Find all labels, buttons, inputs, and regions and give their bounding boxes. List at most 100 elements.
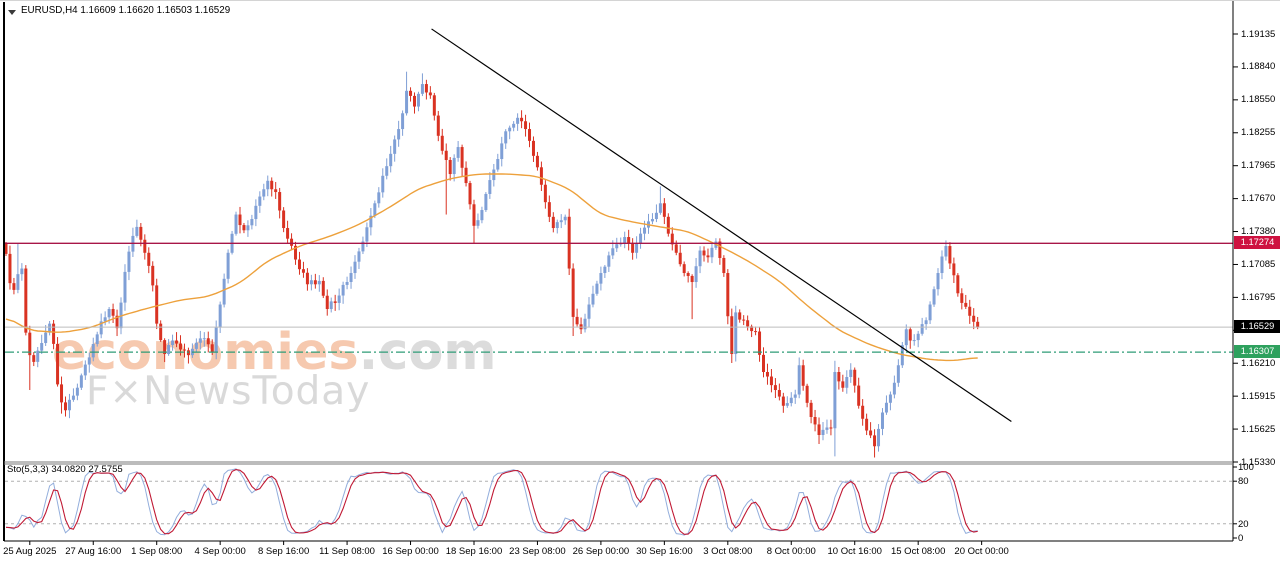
- candle-body: [60, 384, 64, 403]
- candle-body: [401, 113, 405, 130]
- candle-body: [313, 280, 317, 285]
- sto-scale-label: 0: [1238, 533, 1244, 544]
- candle-body: [972, 315, 976, 322]
- candle-body: [551, 216, 555, 229]
- candle-body: [908, 329, 912, 341]
- candle-body: [698, 250, 702, 267]
- candle-body: [920, 324, 924, 334]
- candle-body: [456, 147, 460, 158]
- candle-body: [111, 309, 115, 316]
- candle-body: [270, 180, 274, 190]
- chart-title: EURUSD,H4 1.16609 1.16620 1.16503 1.1652…: [21, 5, 231, 16]
- time-tick-label: 8 Oct 00:00: [766, 546, 816, 557]
- price-tick-label: 1.18550: [1241, 94, 1276, 106]
- candle-body: [452, 157, 456, 175]
- candle-body: [643, 227, 647, 234]
- candle-body: [52, 323, 56, 344]
- candle-body: [91, 344, 95, 358]
- candle-body: [603, 266, 607, 274]
- candle-body: [305, 272, 309, 285]
- candle-body: [472, 204, 476, 226]
- candle-body: [440, 135, 444, 151]
- axes: [3, 1, 1238, 545]
- sto-k-line: [5, 468, 978, 536]
- candle-body: [555, 222, 559, 229]
- candle-body: [75, 387, 79, 396]
- candle-body: [849, 369, 853, 378]
- candle-body: [385, 166, 389, 176]
- candle-body: [5, 243, 8, 254]
- sto-d-line: [5, 469, 978, 535]
- descending-trendline[interactable]: [431, 28, 1012, 423]
- candle-body: [163, 340, 167, 355]
- candle-body: [206, 338, 210, 345]
- candle-body: [742, 319, 746, 321]
- candle-body: [658, 203, 662, 213]
- price-tick-label: 1.15915: [1241, 390, 1276, 402]
- candle-body: [924, 320, 928, 325]
- time-tick-label: 16 Sep 00:00: [382, 546, 439, 557]
- candle-body: [428, 92, 432, 96]
- candle-body: [179, 343, 183, 350]
- candle-body: [829, 427, 833, 429]
- candle-body: [861, 405, 865, 419]
- candle-body: [416, 93, 420, 107]
- time-tick-label: 4 Sep 00:00: [194, 546, 246, 557]
- candle-body: [159, 323, 163, 341]
- candle-body: [286, 228, 290, 239]
- candle-body: [365, 227, 369, 242]
- candle-body: [575, 316, 579, 325]
- candle-body: [853, 369, 857, 386]
- candle-body: [369, 215, 373, 228]
- price-tick-label: 1.17965: [1241, 160, 1276, 172]
- candle-body: [793, 394, 797, 398]
- candle-body: [214, 327, 218, 352]
- symbol-dropdown-icon[interactable]: [8, 10, 16, 15]
- candle-body: [155, 285, 159, 324]
- candle-body: [639, 233, 643, 244]
- candle-body: [373, 203, 377, 216]
- time-tick-label: 30 Sep 16:00: [636, 546, 693, 557]
- candle-body: [674, 244, 678, 253]
- candle-body: [869, 430, 873, 436]
- time-tick-label: 26 Sep 00:00: [572, 546, 630, 557]
- candle-body: [500, 143, 504, 160]
- candle-body: [631, 243, 635, 253]
- candle-body: [492, 169, 496, 181]
- candle-body: [531, 140, 535, 156]
- candle-body: [825, 427, 829, 430]
- candle-body: [758, 331, 762, 355]
- candle-body: [24, 268, 28, 333]
- candle-body: [480, 210, 484, 221]
- candle-body: [662, 203, 666, 217]
- candle-body: [627, 237, 631, 244]
- candle-body: [547, 202, 551, 217]
- candle-body: [702, 250, 706, 256]
- candle-body: [353, 261, 357, 274]
- candle-body: [83, 364, 87, 376]
- sto-panel[interactable]: [5, 468, 1233, 536]
- candle-body: [940, 256, 944, 274]
- candle-body: [936, 273, 940, 290]
- candle-body: [32, 355, 36, 362]
- candle-body: [904, 329, 908, 346]
- candle-body: [135, 226, 139, 236]
- sto-indicator-label: Sto(5,3,3) 34.0820 27.5755: [7, 464, 123, 475]
- candle-body: [607, 255, 611, 267]
- candle-body: [595, 283, 599, 294]
- watermark-fxnewstoday: F×NewsToday: [86, 369, 371, 414]
- candle-body: [278, 192, 282, 211]
- candle-body: [476, 220, 480, 226]
- candle-body: [884, 402, 888, 413]
- candle-body: [611, 248, 615, 256]
- candle-body: [297, 259, 301, 270]
- candle-body: [28, 332, 32, 356]
- candle-body: [773, 385, 777, 391]
- candle-body: [325, 295, 329, 310]
- candle-body: [210, 344, 214, 352]
- time-tick-label: 10 Oct 16:00: [827, 546, 882, 557]
- candle-body: [345, 281, 349, 285]
- main-chart-area[interactable]: [5, 28, 1234, 458]
